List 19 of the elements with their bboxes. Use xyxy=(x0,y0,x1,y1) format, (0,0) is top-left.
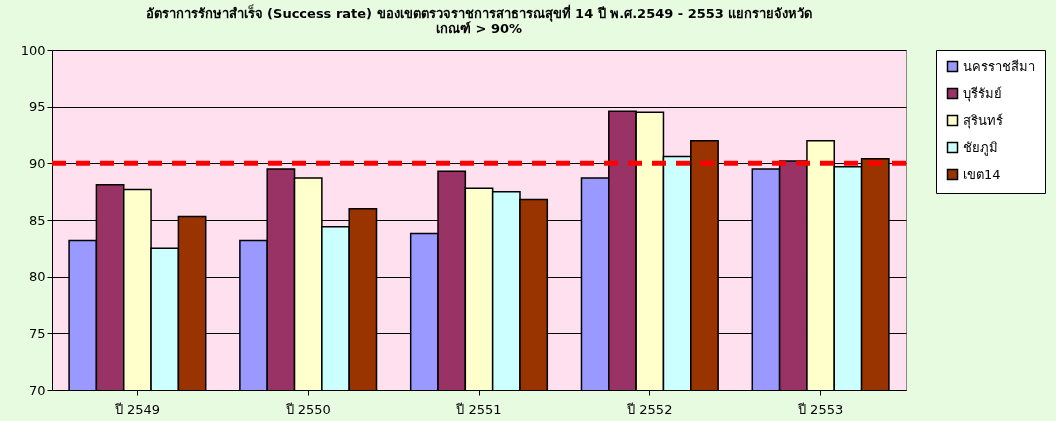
x-tick-label: ปี 2550 xyxy=(284,401,331,417)
x-tick-label: ปี 2551 xyxy=(455,401,502,417)
legend-label: เขต14 xyxy=(963,166,1001,182)
x-tick-label: ปี 2549 xyxy=(113,401,161,417)
legend-label: สุรินทร์ xyxy=(963,112,1003,129)
y-tick-label: 90 xyxy=(28,155,46,171)
legend-label: ชัยภูมิ xyxy=(963,139,998,156)
y-tick-label: 95 xyxy=(28,99,46,115)
legend-label: บุรีรัมย์ xyxy=(963,85,1002,102)
chart-title: อัตราการรักษาสำเร็จ (Success rate) ของเขตตรวจราชการสาธารณสุขที่ 14 ปี พ.ศ.2549 - 2553 แยกรายจังหวัด xyxy=(145,4,813,22)
x-tick-label: ปี 2552 xyxy=(626,401,673,417)
x-tick-label: ปี 2553 xyxy=(796,401,844,417)
y-tick-label: 70 xyxy=(28,382,46,398)
y-tick-label: 80 xyxy=(28,269,46,285)
chart-subtitle: เกณฑ์ > 90% xyxy=(435,21,523,36)
legend-label: นครราชสีมา xyxy=(963,58,1035,74)
y-tick-label: 85 xyxy=(28,212,46,228)
y-tick-label: 75 xyxy=(28,325,46,341)
y-tick-label: 100 xyxy=(20,42,46,58)
